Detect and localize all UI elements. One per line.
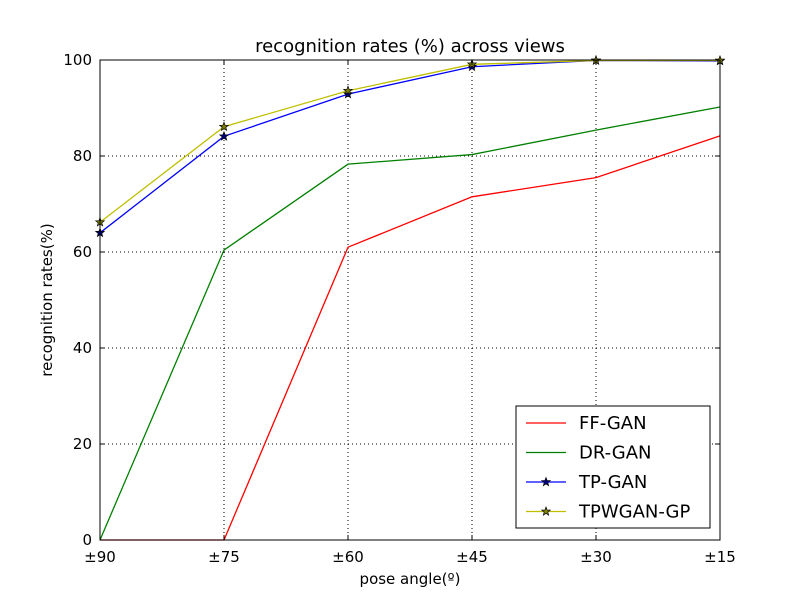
y-tick-label: 100	[63, 51, 92, 69]
axes: ±90 ±75 ±60 ±45 ±30 ±15 0 20 40 60 80 100	[63, 51, 735, 566]
plot-frame	[99, 59, 721, 541]
legend: FF-GAN DR-GAN TP-GAN TPWGAN-GP	[515, 405, 711, 529]
legend-marker-tpwgan-gp	[540, 506, 552, 516]
legend-label-dr-gan: DR-GAN	[579, 443, 652, 464]
data-point-tp-gan	[218, 130, 230, 141]
data-point-tpwgan-gp	[342, 85, 354, 96]
y-tick-label: 20	[73, 435, 92, 453]
x-tick-label: ±15	[704, 548, 736, 566]
y-tick-label: 40	[73, 339, 92, 357]
y-tick-label: 80	[73, 147, 92, 165]
legend-label-tpwgan-gp: TPWGAN-GP	[578, 502, 690, 523]
x-tick-label: ±60	[332, 548, 364, 566]
legend-box	[515, 405, 711, 529]
legend-marker-tp-gan	[540, 476, 552, 487]
y-axis-label: recognition rates(%)	[38, 223, 56, 376]
data-point-tp-gan	[342, 88, 354, 99]
legend-label-tp-gan: TP-GAN	[578, 472, 647, 493]
x-tick-label: ±45	[456, 548, 488, 566]
x-axis-label: pose angle(º)	[360, 570, 461, 588]
y-tick-label: 60	[73, 243, 92, 261]
x-tick-label: ±30	[580, 548, 612, 566]
y-tick-label: 0	[82, 531, 92, 549]
data-point-tpwgan-gp	[218, 121, 230, 132]
chart-title: recognition rates (%) across views	[255, 36, 565, 57]
x-tick-label: ±75	[208, 548, 240, 566]
x-tick-label: ±90	[84, 548, 116, 566]
legend-label-ff-gan: FF-GAN	[579, 413, 647, 434]
series-line-dr-gan	[99, 106, 721, 541]
